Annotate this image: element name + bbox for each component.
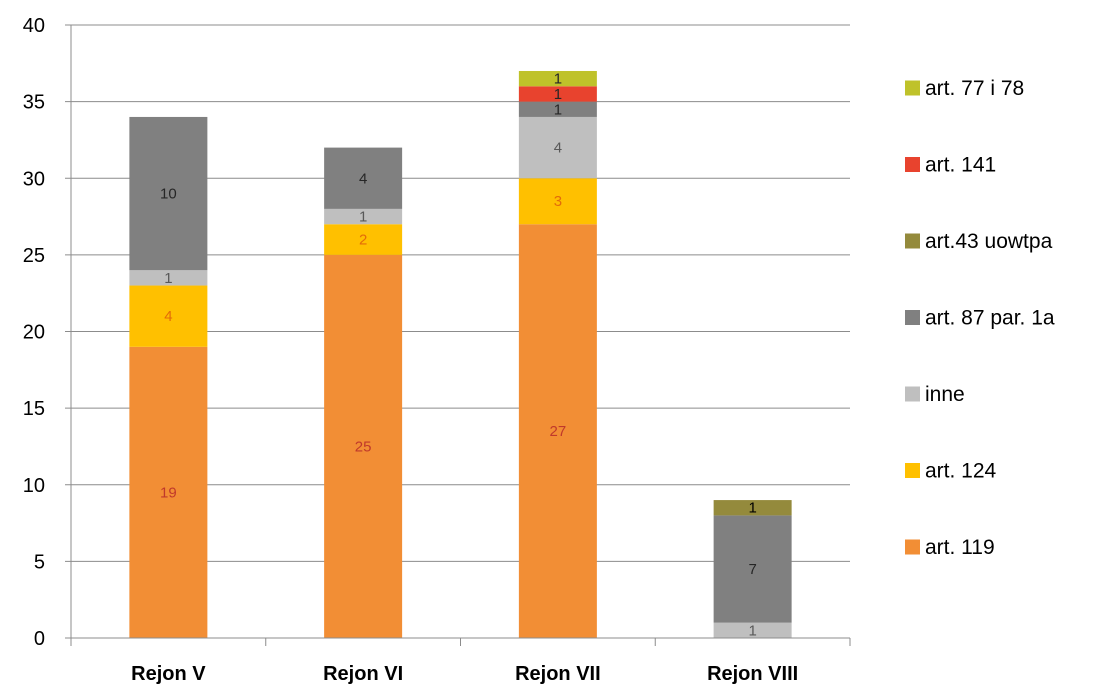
legend-swatch bbox=[905, 463, 920, 478]
category-label: Rejon VIII bbox=[707, 663, 798, 685]
data-label: 1 bbox=[554, 101, 562, 118]
data-label: 2 bbox=[359, 232, 367, 249]
y-tick-label: 15 bbox=[23, 398, 45, 420]
legend-label: inne bbox=[925, 383, 965, 406]
y-tick-label: 5 bbox=[34, 551, 45, 573]
bar-segment bbox=[518, 70, 597, 87]
bar-segment bbox=[518, 116, 597, 179]
data-label: 10 bbox=[160, 186, 177, 203]
bar-segment bbox=[518, 86, 597, 102]
legend-swatch bbox=[905, 310, 920, 325]
bars bbox=[129, 70, 792, 638]
legend-label: art. 124 bbox=[925, 460, 997, 483]
axes: 0 5 10 15 20 25 30 35 40 Rejon V Rejon VI Rejon VII… bbox=[23, 15, 851, 685]
y-tick-label: 35 bbox=[23, 92, 45, 114]
bar-segment bbox=[129, 116, 208, 271]
y-tick-label: 25 bbox=[23, 245, 45, 267]
data-label: 7 bbox=[748, 561, 756, 578]
legend-swatch bbox=[905, 157, 920, 172]
bar-segment bbox=[713, 622, 792, 638]
data-label: 1 bbox=[748, 622, 756, 639]
y-tick-label: 40 bbox=[23, 15, 45, 37]
y-tick-label: 20 bbox=[23, 322, 45, 344]
data-label: 1 bbox=[359, 209, 367, 226]
legend-label: art. 141 bbox=[925, 154, 996, 177]
data-label: 4 bbox=[164, 308, 172, 325]
y-tick-label: 30 bbox=[23, 168, 45, 190]
legend-swatch bbox=[905, 233, 920, 249]
legend-label: art. 77 i 78 bbox=[925, 77, 1024, 100]
bar-segment bbox=[324, 147, 403, 209]
legend-label: art.43 uowtpa bbox=[925, 230, 1053, 253]
data-label: 1 bbox=[554, 71, 562, 88]
data-label: 27 bbox=[550, 423, 567, 440]
bar-segment bbox=[518, 178, 597, 225]
bar-segment bbox=[129, 270, 208, 286]
bar-segment bbox=[713, 500, 792, 516]
bar-segment bbox=[518, 224, 597, 638]
data-label: 1 bbox=[554, 86, 562, 103]
legend-label: art. 119 bbox=[925, 536, 995, 559]
data-label: 3 bbox=[554, 193, 562, 210]
bar-segment bbox=[324, 224, 403, 255]
data-label: 25 bbox=[355, 438, 372, 455]
legend-swatch bbox=[905, 386, 920, 402]
legend-swatch bbox=[905, 539, 920, 555]
bar-segment bbox=[324, 208, 403, 225]
y-tick-label: 10 bbox=[23, 475, 45, 497]
category-label: Rejon VII bbox=[515, 663, 601, 685]
data-label: 4 bbox=[554, 140, 562, 157]
bar-segment bbox=[518, 101, 597, 117]
bar-segment bbox=[713, 515, 792, 623]
y-tick-label: 0 bbox=[34, 628, 45, 650]
legend-label: art. 87 par. 1a bbox=[925, 307, 1055, 330]
data-label: 4 bbox=[359, 170, 367, 187]
legend-swatch bbox=[905, 80, 920, 96]
category-label: Rejon VI bbox=[323, 663, 403, 685]
bar-segment bbox=[129, 346, 208, 638]
legend: art. 77 i 78 art. 141 art.43 uowtpa art. 87… bbox=[905, 77, 1055, 559]
data-label: 19 bbox=[160, 484, 177, 501]
bar-segment bbox=[129, 285, 208, 347]
bar-segment bbox=[324, 254, 403, 638]
data-label: 1 bbox=[164, 270, 172, 287]
category-label: Rejon V bbox=[131, 663, 206, 685]
data-label: 1 bbox=[748, 500, 756, 517]
